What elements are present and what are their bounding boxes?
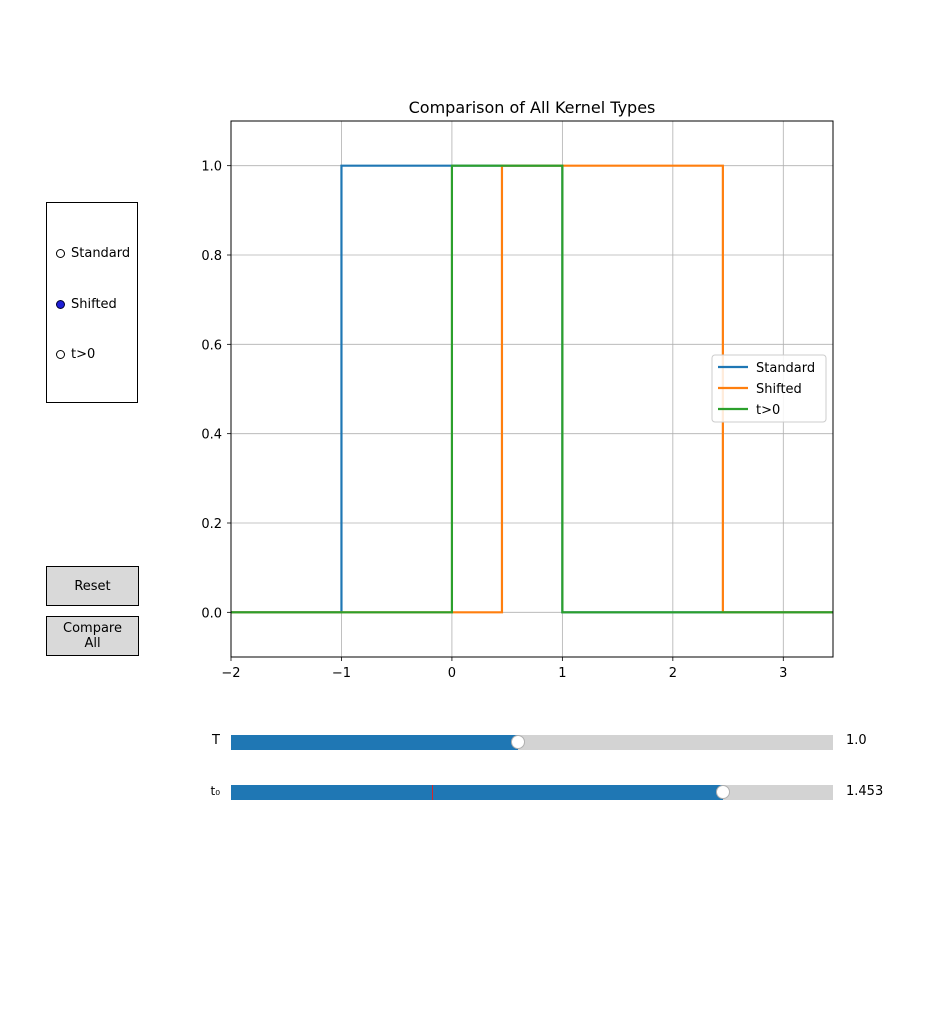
slider-t-track[interactable]	[231, 735, 833, 750]
kernel-type-radio-group: Standard Shifted t>0	[46, 202, 138, 403]
x-tick-label: 2	[669, 666, 677, 681]
slider-t0-label: t₀	[210, 784, 220, 798]
x-tick-label: 0	[448, 666, 456, 681]
plot-frame	[230, 120, 834, 658]
legend-label: Standard	[756, 361, 815, 376]
radio-standard-circle-icon[interactable]	[56, 248, 65, 258]
x-tick-label: −2	[221, 666, 240, 681]
radio-option-shifted[interactable]: Shifted	[56, 295, 117, 313]
y-tick-label: 1.0	[201, 160, 222, 175]
legend-label: Shifted	[756, 382, 802, 397]
slider-t0-handle[interactable]	[716, 785, 731, 799]
radio-shifted-label: Shifted	[71, 296, 117, 312]
slider-t-handle[interactable]	[510, 735, 525, 749]
slider-t-fill	[231, 735, 518, 750]
radio-standard-label: Standard	[71, 245, 131, 261]
slider-t-label: T	[212, 733, 220, 748]
radio-shifted-circle-icon[interactable]	[56, 299, 65, 309]
slider-t0-fill	[231, 785, 724, 800]
series-line-t-0	[231, 164, 833, 614]
slider-t0-initial-marker	[431, 785, 433, 800]
y-tick-label: 0.0	[201, 606, 222, 621]
slider-t-value: 1.0	[846, 733, 867, 748]
legend-box	[711, 354, 827, 423]
y-tick-label: 0.2	[201, 517, 222, 532]
x-tick-label: −1	[332, 666, 351, 681]
x-tick-label: 3	[779, 666, 787, 681]
slider-t0-track[interactable]	[231, 785, 833, 800]
y-tick-label: 0.8	[201, 249, 222, 264]
x-tick-label: 1	[558, 666, 566, 681]
compare-all-button[interactable]: Compare All	[46, 616, 139, 656]
legend-label: t>0	[756, 403, 780, 418]
radio-option-t-positive[interactable]: t>0	[56, 345, 95, 363]
reset-button[interactable]: Reset	[46, 566, 139, 606]
slider-t0-value: 1.453	[846, 784, 884, 799]
radio-option-standard[interactable]: Standard	[56, 244, 130, 262]
radio-t-positive-label: t>0	[71, 346, 96, 362]
radio-t-positive-circle-icon[interactable]	[56, 349, 65, 359]
chart-title: Comparison of All Kernel Types	[409, 98, 656, 117]
y-tick-label: 0.6	[201, 338, 222, 353]
y-tick-label: 0.4	[201, 428, 222, 443]
